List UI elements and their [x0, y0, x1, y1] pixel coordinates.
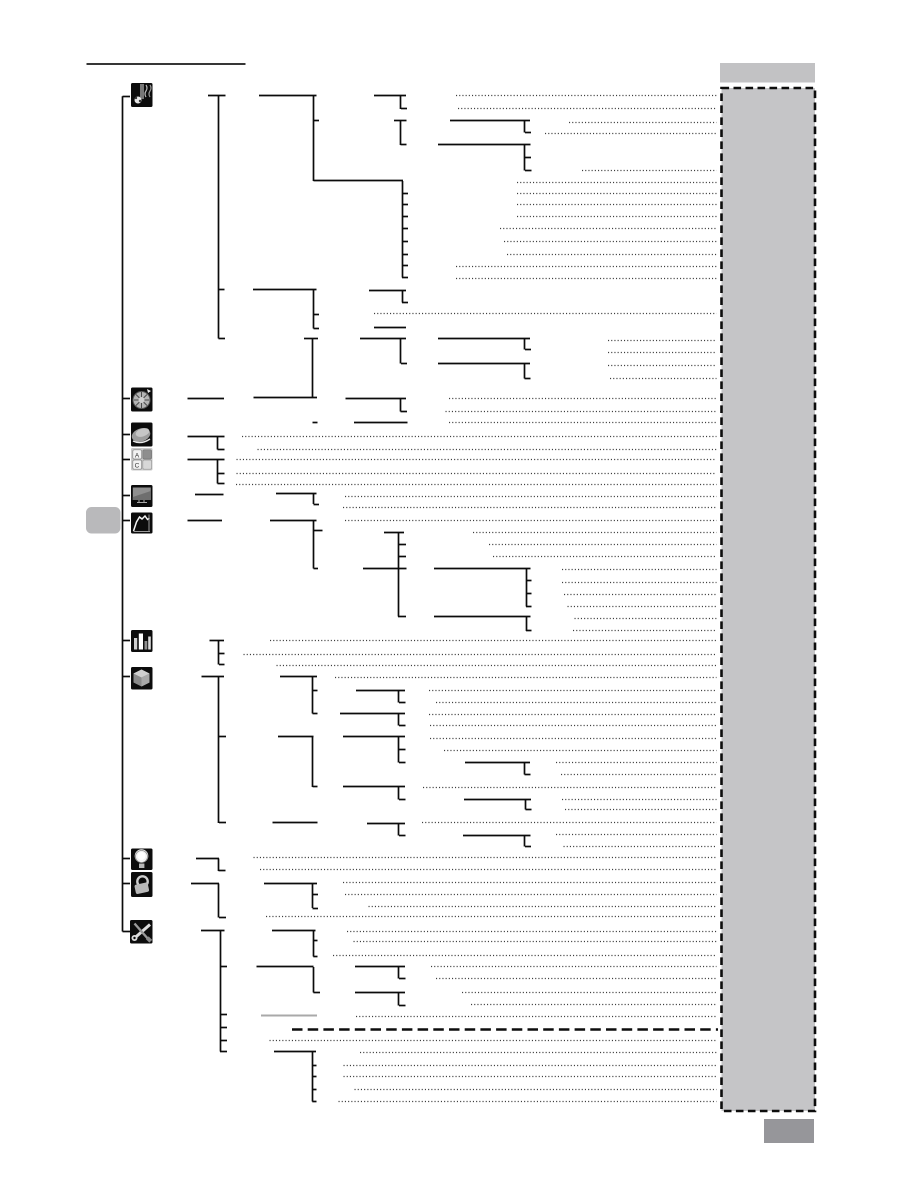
svg-text:A: A — [135, 452, 140, 459]
svg-text:C: C — [135, 463, 140, 470]
